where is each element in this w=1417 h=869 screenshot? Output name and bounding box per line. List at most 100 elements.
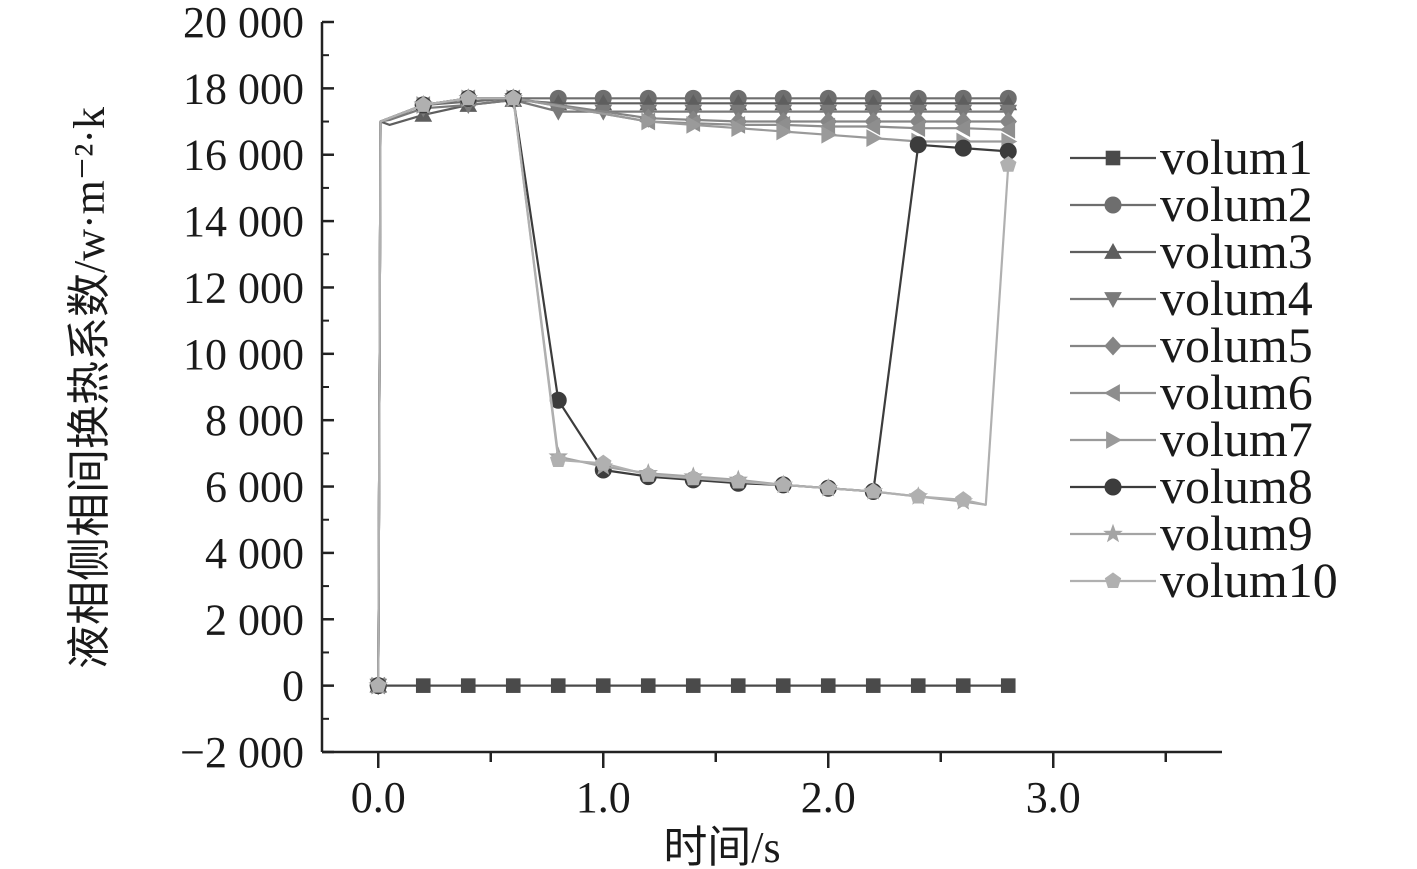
legend-label: volum1 — [1160, 129, 1313, 185]
series-volum9 — [368, 88, 986, 695]
data-point — [775, 678, 791, 693]
data-point — [821, 125, 838, 144]
legend-item: volum1 — [1070, 129, 1313, 185]
data-point — [1000, 156, 1017, 172]
series-volum4 — [369, 93, 1018, 695]
data-point — [595, 454, 612, 471]
series-volum6 — [369, 89, 1016, 695]
legend-item: volum10 — [1070, 552, 1338, 608]
legend-label: volum5 — [1160, 317, 1313, 373]
data-point — [686, 116, 703, 134]
legend-item: volum7 — [1070, 411, 1313, 467]
data-point — [954, 139, 972, 157]
legend-item: volum8 — [1070, 458, 1313, 514]
legend-marker — [1103, 523, 1123, 543]
data-point — [775, 476, 792, 492]
data-point — [415, 678, 431, 693]
y-tick-label: 10 000 — [183, 330, 304, 379]
y-tick-label: 12 000 — [183, 263, 304, 312]
data-point — [550, 678, 566, 693]
data-point — [865, 482, 882, 499]
data-point — [370, 676, 387, 693]
data-point — [415, 96, 432, 112]
legend-label: volum4 — [1160, 270, 1313, 326]
x-tick-label: 0.0 — [351, 773, 406, 822]
legend-item: volum2 — [1070, 176, 1313, 232]
data-point — [866, 129, 883, 147]
legend-item: volum9 — [1070, 505, 1313, 561]
data-point — [820, 479, 837, 496]
legend-item: volum6 — [1070, 364, 1313, 420]
legend-label: volum10 — [1160, 552, 1338, 608]
series-volum3 — [369, 90, 1018, 693]
y-tick-label: 8 000 — [205, 396, 304, 445]
data-point — [685, 678, 701, 693]
data-point — [910, 678, 926, 693]
data-point — [550, 451, 567, 467]
data-point — [595, 678, 611, 693]
data-point — [1000, 678, 1016, 693]
y-tick-label: 20 000 — [183, 0, 304, 47]
data-point — [955, 491, 972, 507]
x-tick-label: 3.0 — [1026, 773, 1081, 822]
y-tick-label: 2 000 — [205, 595, 304, 644]
legend-label: volum3 — [1160, 223, 1313, 279]
legend-marker — [1104, 242, 1122, 259]
legend-marker — [1104, 292, 1122, 309]
data-point — [505, 89, 522, 106]
x-axis-title: 时间/s — [663, 823, 780, 869]
legend-item: volum4 — [1070, 270, 1313, 326]
data-point — [999, 120, 1016, 139]
data-point — [640, 678, 656, 693]
legend-marker — [1104, 478, 1122, 496]
legend-item: volum5 — [1070, 317, 1313, 373]
data-point — [685, 469, 702, 486]
y-axis-title: 液相侧相间换热系数/w·m⁻²·k — [65, 107, 114, 669]
data-point — [505, 678, 521, 693]
series-volum2 — [369, 89, 1017, 695]
legend-item: volum3 — [1070, 223, 1313, 279]
series-volum7 — [371, 89, 1018, 695]
y-tick-label: 14 000 — [183, 197, 304, 246]
data-point — [955, 678, 971, 693]
data-point — [460, 89, 477, 106]
data-point — [820, 678, 836, 693]
series-layer — [368, 88, 1018, 696]
data-point — [776, 122, 793, 141]
series-volum10 — [370, 89, 1017, 693]
legend-marker — [1104, 336, 1122, 356]
data-point — [865, 678, 881, 693]
data-point — [641, 112, 658, 131]
data-point — [460, 678, 476, 693]
legend-label: volum8 — [1160, 458, 1313, 514]
series-line — [377, 97, 1009, 686]
legend: volum1volum2volum3volum4volum5volum6volu… — [1070, 129, 1338, 608]
data-point — [731, 119, 748, 138]
series-line — [377, 97, 986, 686]
data-point — [730, 678, 746, 693]
legend-marker — [1104, 572, 1122, 588]
series-volum1 — [370, 678, 1016, 693]
data-point — [909, 119, 926, 138]
y-tick-label: 6 000 — [205, 463, 304, 512]
series-volum8 — [369, 89, 1017, 695]
data-point — [910, 487, 927, 504]
y-tick-label: 16 000 — [183, 131, 304, 180]
legend-marker — [1104, 196, 1122, 214]
data-point — [864, 117, 881, 136]
y-tick-label: 4 000 — [205, 529, 304, 578]
y-tick-label: 0 — [282, 662, 304, 711]
x-tick-label: 2.0 — [801, 773, 856, 822]
legend-marker — [1105, 150, 1121, 166]
data-point — [640, 466, 657, 482]
x-tick-label: 1.0 — [576, 773, 631, 822]
series-volum5 — [369, 88, 1017, 696]
legend-label: volum7 — [1160, 411, 1313, 467]
y-tick-label: −2 000 — [180, 728, 304, 777]
legend-label: volum2 — [1160, 176, 1313, 232]
data-point — [730, 472, 747, 489]
axes: −2 000 0 2 000 4 000 6 000 8 000 10 000 12 000 1… — [180, 0, 1222, 822]
legend-label: volum9 — [1160, 505, 1313, 561]
